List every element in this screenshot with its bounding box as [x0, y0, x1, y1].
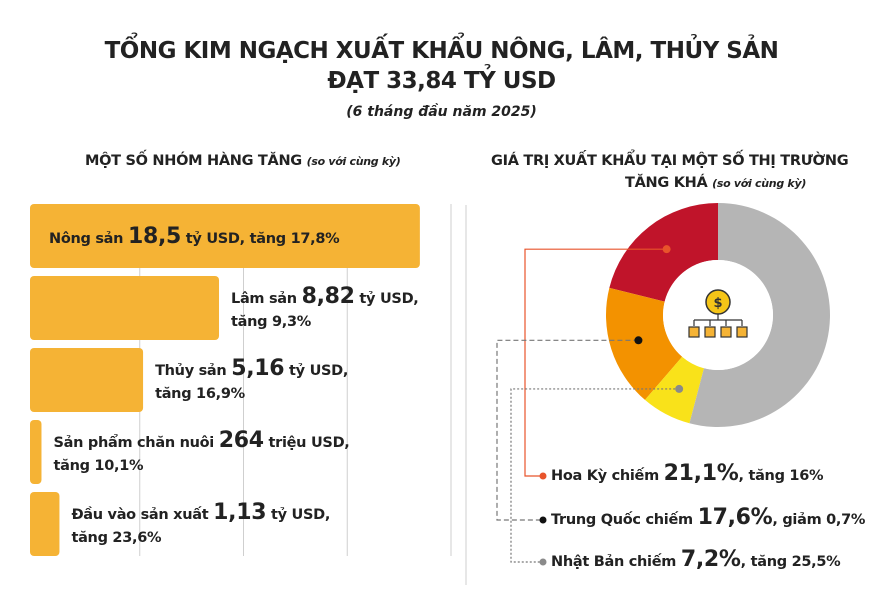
bar-label-part: tăng 9,3% [231, 314, 311, 330]
legend-text: Hoa Kỳ chiếm [551, 468, 659, 484]
box-icon [736, 326, 748, 338]
bar-label-part: tăng 17,8% [249, 231, 340, 247]
legend-text: , giảm 0,7% [772, 512, 866, 528]
bar-label-part: tỷ USD, [185, 231, 245, 247]
bar-label-part: 18,5 [127, 224, 182, 249]
bar-chart-title: MỘT SỐ NHÓM HÀNG TĂNG (so với cùng kỳ) [85, 153, 401, 169]
bar-label-part: tỷ USD, [359, 291, 419, 307]
bar-label-part: Đầu vào sản xuất [71, 507, 209, 523]
donut-chart-title: GIÁ TRỊ XUẤT KHẨU TẠI MỘT SỐ THỊ TRƯỜNG [491, 153, 849, 169]
legend-dot [539, 516, 547, 524]
legend-item: Nhật Bản chiếm 7,2%, tăng 25,5% [551, 547, 841, 572]
bar-label: Thủy sản 5,16 tỷ USD, tăng 16,9% [155, 357, 348, 406]
legend-text: 17,6% [697, 505, 773, 530]
page-title-line1: TỔNG KIM NGẠCH XUẤT KHẨU NÔNG, LÂM, THỦY… [104, 38, 779, 64]
box-icon [720, 326, 732, 338]
leader-line [510, 388, 680, 563]
legend-dot [539, 472, 547, 480]
legend-text: Trung Quốc chiếm [551, 512, 693, 528]
bar [30, 348, 144, 412]
bar-label-part: Thủy sản [155, 363, 227, 379]
slice-marker-dot [675, 384, 684, 393]
legend-text: 7,2% [680, 547, 741, 572]
bar-label-part: tỷ USD, [289, 363, 349, 379]
bar-label-part: 8,82 [301, 284, 355, 309]
legend-text: 21,1% [663, 461, 739, 486]
leader-line [496, 339, 639, 521]
bar-label-part: tăng 10,1% [53, 458, 144, 474]
bar [30, 420, 42, 484]
legend-text: , tăng 25,5% [740, 554, 841, 570]
donut-slice [609, 203, 718, 302]
legend-text: Nhật Bản chiếm [551, 554, 677, 570]
bar-label-part: 5,16 [231, 356, 285, 381]
bar-label-part: 264 [218, 428, 264, 453]
box-icon [704, 326, 716, 338]
slice-marker-dot [634, 336, 643, 345]
bar-label-part: Nông sản [49, 231, 124, 247]
donut-chart-title-2: TĂNG KHÁ (so với cùng kỳ) [625, 175, 807, 191]
legend-item: Hoa Kỳ chiếm 21,1%, tăng 16% [551, 461, 824, 486]
donut-slice [644, 356, 704, 424]
legend-text: , tăng 16% [738, 468, 824, 484]
slice-marker-dot [662, 245, 671, 254]
legend-dot [539, 558, 547, 566]
bar-label-part: tăng 16,9% [155, 386, 245, 402]
bar-label-part: tỷ USD, [270, 507, 331, 523]
bar-label-part: tăng 23,6% [71, 530, 162, 546]
bar [30, 204, 420, 268]
bar-label-part: 1,13 [213, 500, 267, 525]
bar [30, 492, 60, 556]
bar-label-part: Lâm sản [231, 291, 297, 307]
donut-slice [689, 203, 830, 427]
bar-label-part: triệu USD, [268, 435, 350, 451]
bar-label: Nông sản 18,5 tỷ USD, tăng 17,8% [49, 224, 340, 251]
bar-label: Đầu vào sản xuất 1,13 tỷ USD, tăng 23,6% [71, 501, 330, 550]
bar [30, 276, 220, 340]
bar-label: Sản phẩm chăn nuôi 264 triệu USD, tăng 10… [53, 429, 349, 478]
leader-line [524, 248, 667, 477]
box-icon [688, 326, 700, 338]
legend-item: Trung Quốc chiếm 17,6%, giảm 0,7% [551, 505, 865, 530]
tree-lines-icon [693, 314, 743, 326]
donut-slice [606, 287, 683, 400]
page-subtitle: (6 tháng đầu năm 2025) [346, 104, 537, 120]
page-title-line2: ĐẠT 33,84 TỶ USD [327, 68, 556, 94]
bar-label-part: Sản phẩm chăn nuôi [53, 435, 214, 451]
dollar-icon: $ [713, 296, 722, 311]
bar-label: Lâm sản 8,82 tỷ USD, tăng 9,3% [231, 285, 419, 334]
